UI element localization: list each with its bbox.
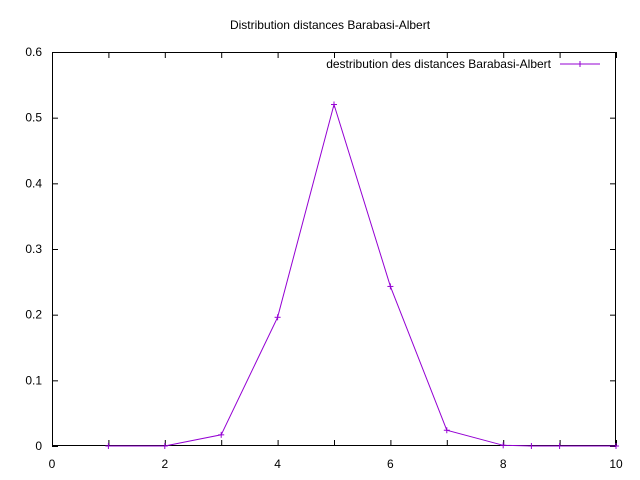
data-point — [331, 101, 337, 108]
data-point — [500, 442, 507, 449]
data-point — [387, 283, 394, 290]
data-point — [528, 443, 535, 449]
y-tick-label: 0.3 — [25, 242, 42, 256]
y-tick-label: 0.4 — [25, 176, 42, 190]
legend-label: destribution des distances Barabasi-Albe… — [326, 57, 551, 71]
data-point — [556, 443, 563, 449]
chart-title: Distribution distances Barabasi-Albert — [230, 18, 431, 32]
y-tick-label: 0.5 — [25, 111, 42, 125]
series-layer — [105, 101, 619, 449]
data-point — [274, 314, 281, 321]
x-tick-label: 0 — [49, 457, 56, 471]
data-point — [161, 443, 168, 449]
y-tick-label: 0 — [35, 439, 42, 453]
data-point — [218, 431, 225, 438]
x-tick-label: 2 — [161, 457, 168, 471]
x-tick-label: 10 — [609, 457, 623, 471]
legend-marker-plus — [577, 61, 583, 67]
x-tick-label: 4 — [274, 457, 281, 471]
data-point — [613, 443, 619, 449]
x-tick-label: 8 — [500, 457, 507, 471]
y-tick-label: 0.6 — [25, 45, 42, 59]
plot-border — [52, 52, 616, 446]
data-point — [443, 427, 450, 434]
legend: destribution des distances Barabasi-Albe… — [326, 57, 600, 71]
series-line — [108, 102, 616, 447]
data-point — [105, 443, 112, 449]
y-tick-label: 0.1 — [25, 373, 42, 387]
y-tick-label: 0.2 — [25, 308, 42, 322]
ticks-layer: 0 2 4 6 8 10 0 0.1 0.2 0.3 0.4 0.5 0.6 — [25, 45, 623, 471]
x-tick-label: 6 — [387, 457, 394, 471]
